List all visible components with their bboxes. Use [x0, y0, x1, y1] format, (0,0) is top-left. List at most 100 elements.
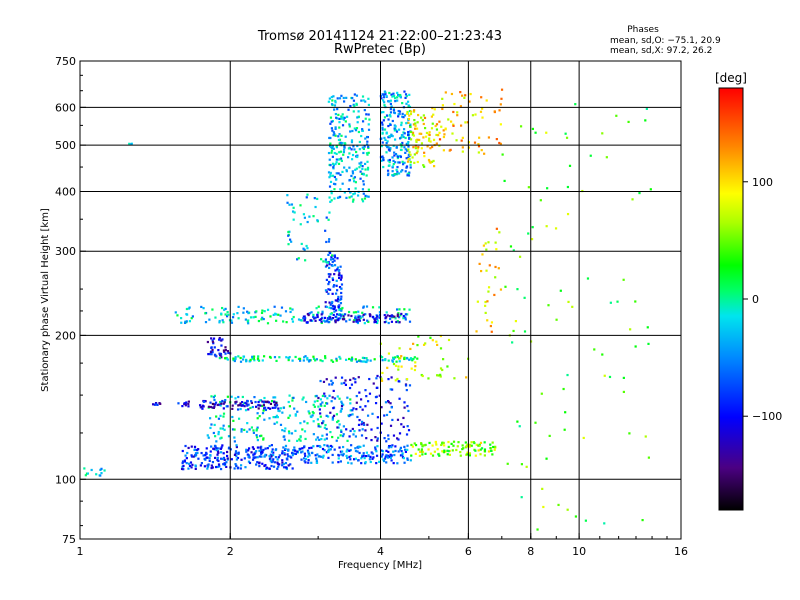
data-point	[430, 127, 434, 130]
data-point	[389, 99, 392, 102]
data-point	[201, 404, 204, 407]
data-point	[279, 314, 282, 317]
data-point	[290, 240, 293, 243]
data-point	[299, 439, 302, 442]
data-point	[226, 349, 230, 353]
data-point	[336, 266, 340, 269]
y-tick-label: 75	[62, 533, 76, 546]
data-point	[288, 405, 292, 408]
data-point	[251, 355, 254, 358]
data-point	[222, 463, 225, 466]
data-point	[446, 449, 449, 452]
data-point	[335, 144, 338, 148]
data-point	[313, 400, 316, 403]
data-point	[303, 216, 307, 219]
data-point	[214, 401, 218, 404]
data-point	[243, 428, 246, 432]
data-point	[430, 115, 434, 118]
data-point	[301, 398, 304, 401]
data-point	[352, 407, 355, 410]
data-point	[232, 358, 235, 362]
data-point	[252, 447, 255, 451]
data-point	[207, 352, 210, 356]
data-point	[209, 426, 212, 430]
data-point	[331, 162, 335, 165]
data-point	[478, 136, 481, 139]
data-point	[350, 462, 353, 465]
data-point	[448, 149, 451, 152]
data-point	[219, 467, 223, 471]
data-point	[384, 401, 388, 404]
x-tick-label: 10	[572, 545, 586, 558]
data-point	[357, 423, 361, 426]
data-point	[353, 430, 356, 433]
data-point	[357, 316, 360, 319]
data-point	[340, 308, 343, 311]
data-point	[340, 453, 343, 456]
data-point	[426, 145, 429, 148]
data-point	[202, 400, 206, 403]
data-point	[351, 427, 354, 431]
data-point	[422, 136, 425, 139]
data-point	[306, 247, 309, 250]
data-point	[331, 292, 334, 295]
data-point	[308, 446, 311, 450]
data-point	[343, 100, 346, 103]
data-point	[483, 152, 486, 155]
data-point	[342, 425, 345, 428]
data-point	[452, 444, 455, 447]
data-point	[334, 269, 337, 272]
data-point	[442, 451, 446, 454]
data-point	[223, 428, 226, 431]
data-point	[349, 104, 352, 108]
data-point	[235, 400, 238, 403]
data-point	[257, 319, 261, 323]
data-point	[527, 232, 530, 235]
data-point	[381, 359, 384, 362]
data-point	[215, 355, 218, 358]
data-point	[421, 119, 424, 122]
data-point	[326, 402, 329, 405]
data-point	[244, 401, 247, 404]
data-point	[391, 165, 395, 168]
data-point	[422, 122, 425, 126]
data-point	[299, 204, 302, 207]
data-point	[387, 401, 390, 404]
data-point	[337, 135, 340, 138]
data-point	[232, 419, 235, 422]
data-point	[387, 159, 390, 162]
data-point	[603, 374, 606, 377]
data-point	[330, 95, 333, 99]
data-point	[465, 376, 468, 379]
data-point	[331, 304, 334, 307]
data-point	[354, 378, 357, 381]
data-point	[326, 444, 329, 447]
data-point	[210, 466, 213, 470]
data-point	[239, 464, 243, 467]
data-point	[361, 315, 364, 318]
data-point	[364, 117, 367, 120]
data-point	[296, 410, 299, 413]
data-point	[412, 357, 415, 361]
data-point	[452, 440, 456, 443]
data-point	[392, 109, 396, 112]
data-point	[361, 356, 365, 359]
data-point	[380, 111, 383, 114]
data-point	[216, 450, 220, 453]
data-point	[340, 376, 344, 379]
data-point	[355, 127, 359, 130]
data-point	[355, 150, 358, 154]
data-point	[340, 295, 343, 298]
data-point	[315, 457, 318, 460]
data-point	[407, 105, 410, 108]
data-point	[589, 154, 592, 157]
data-point	[355, 401, 358, 404]
data-point	[408, 384, 412, 387]
data-point	[240, 458, 243, 461]
data-point	[437, 453, 440, 456]
data-point	[314, 359, 317, 362]
data-point	[397, 316, 401, 319]
data-point	[334, 99, 337, 103]
data-point	[378, 316, 381, 319]
data-point	[218, 319, 221, 323]
